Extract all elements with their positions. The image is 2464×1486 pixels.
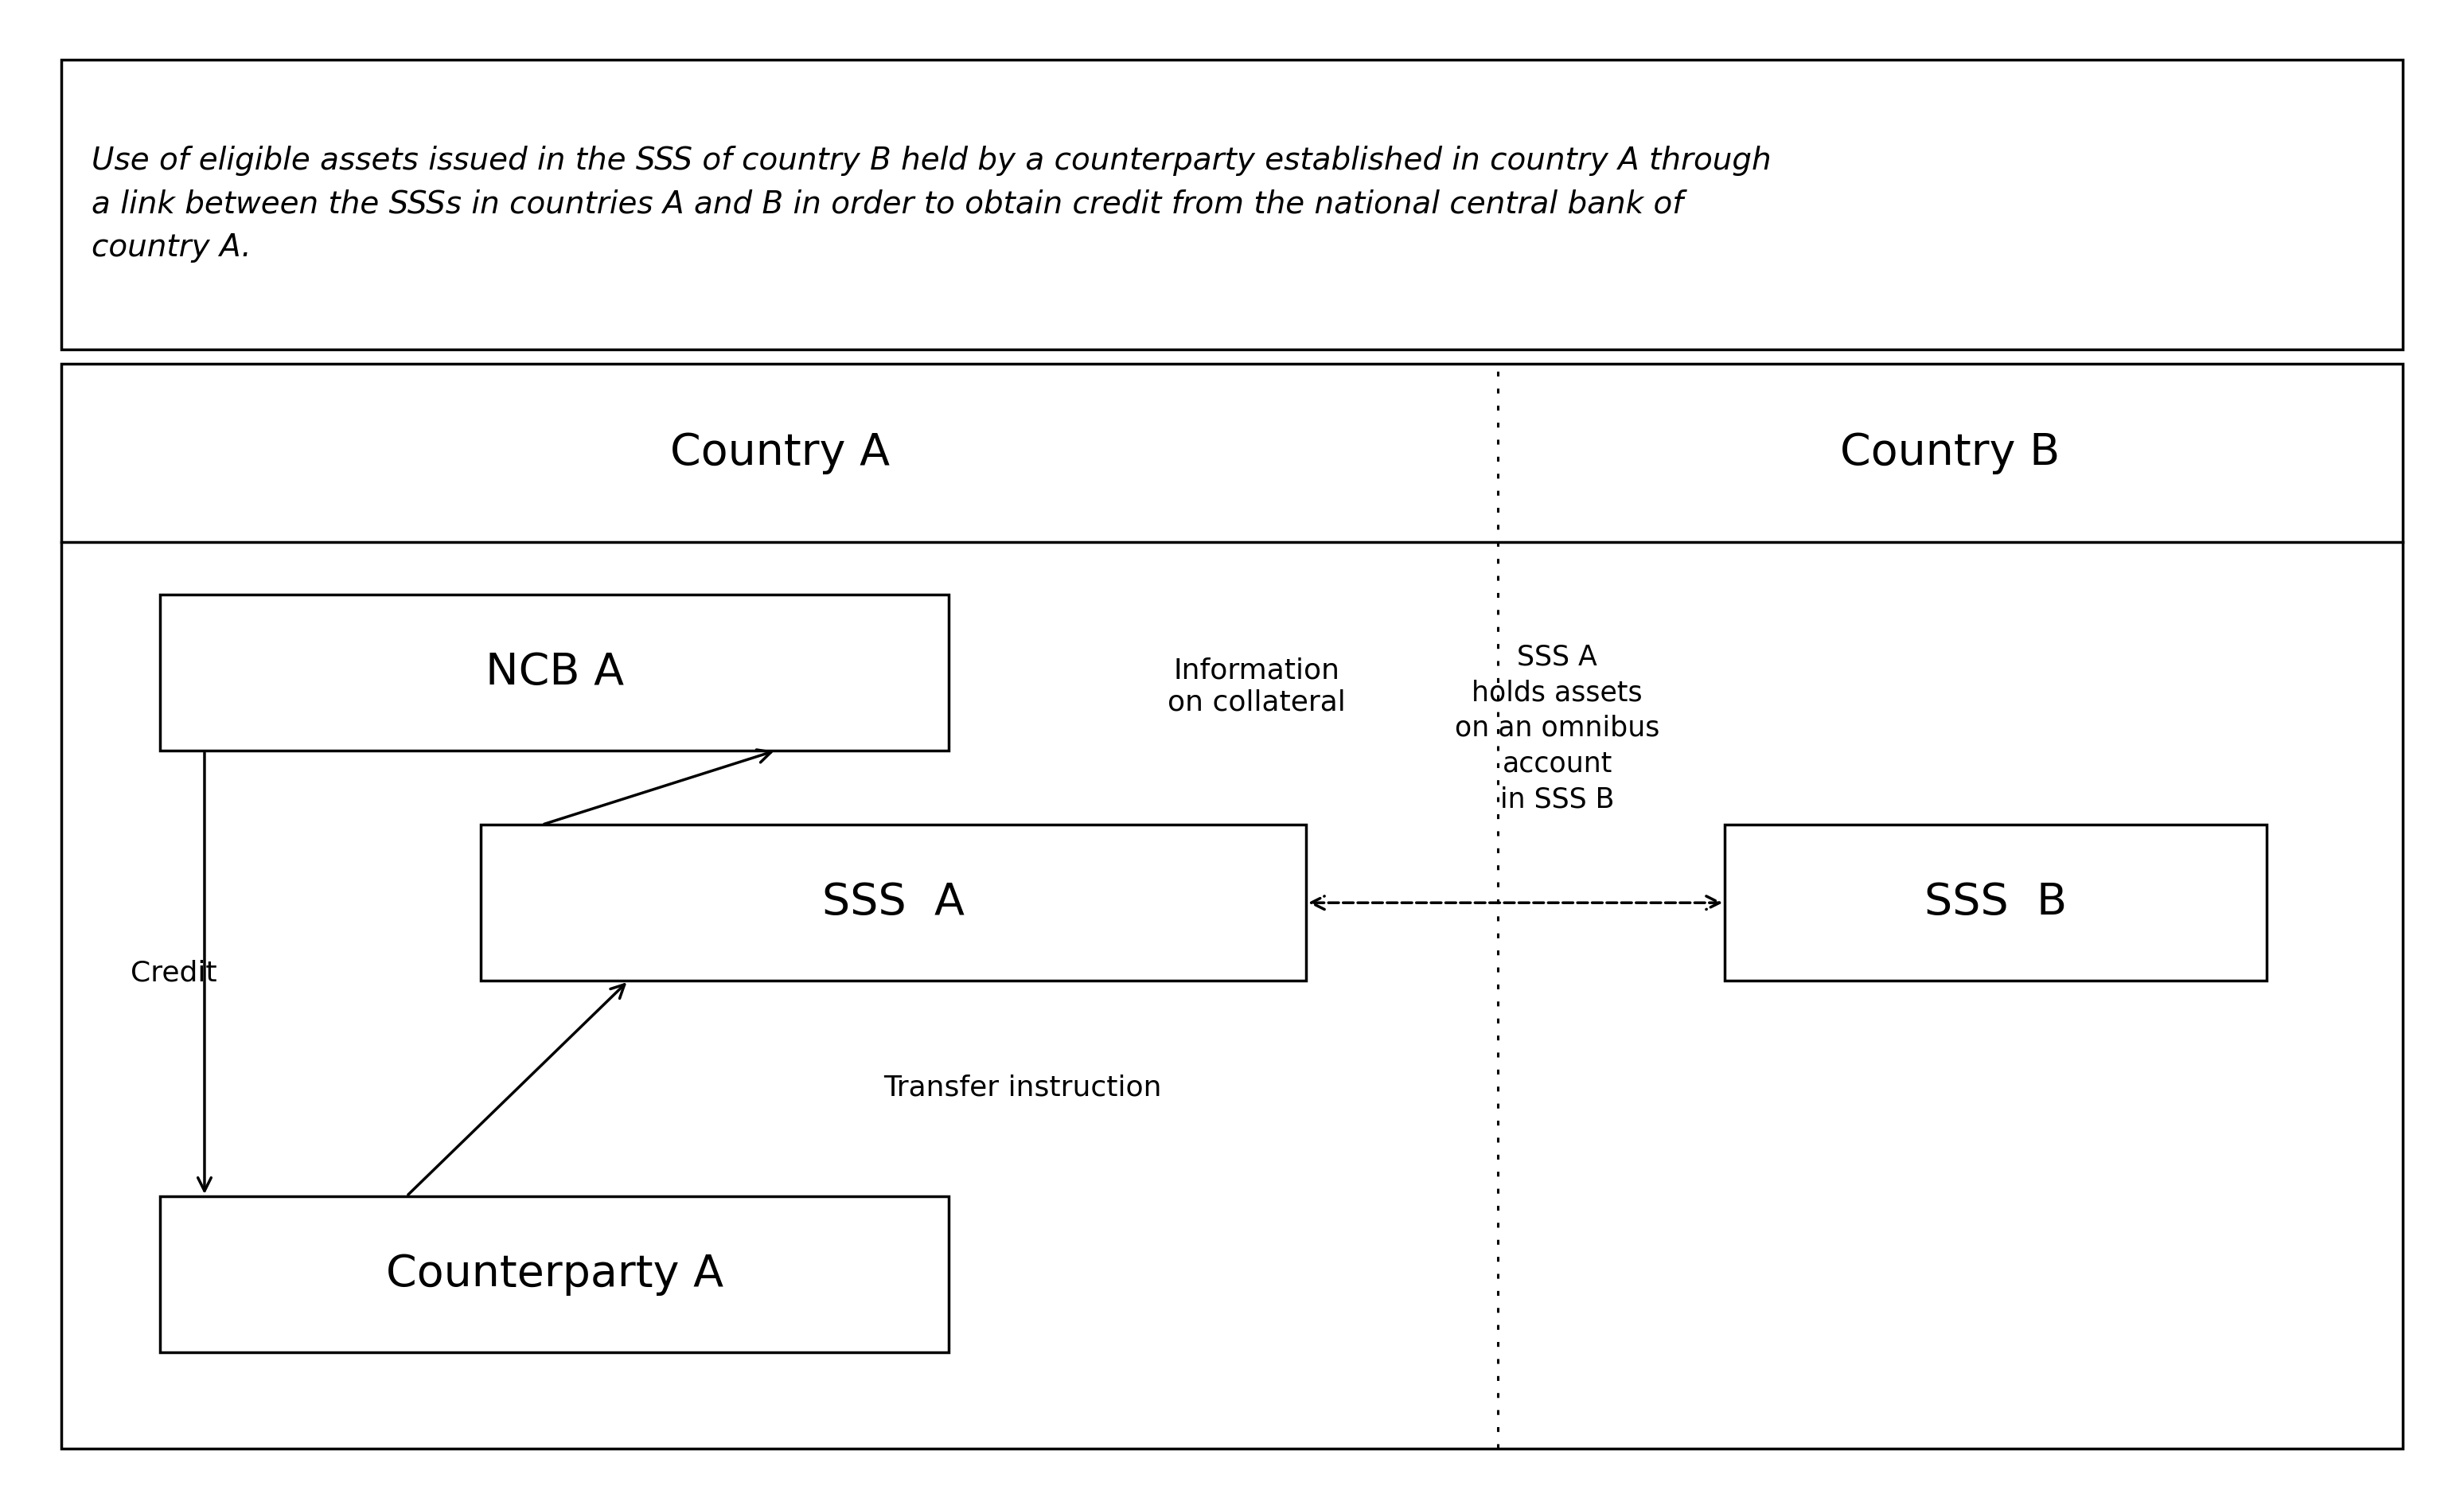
Bar	[160, 1196, 949, 1352]
Text: SSS  A: SSS A	[823, 881, 963, 924]
Text: Credit: Credit	[131, 960, 217, 987]
Bar	[480, 825, 1306, 981]
Text: Country B: Country B	[1841, 432, 2060, 474]
Text: SSS  B: SSS B	[1924, 881, 2067, 924]
Text: SSS A
holds assets
on an omnibus
account
in SSS B: SSS A holds assets on an omnibus account…	[1454, 643, 1661, 813]
Text: Country A: Country A	[670, 432, 890, 474]
Bar	[62, 59, 2402, 349]
Text: Transfer instruction: Transfer instruction	[885, 1074, 1161, 1101]
Bar	[1725, 825, 2267, 981]
Text: Counterparty A: Counterparty A	[387, 1253, 722, 1296]
Text: Use of eligible assets issued in the SSS of country B held by a counterparty est: Use of eligible assets issued in the SSS…	[91, 146, 1772, 263]
Bar	[62, 364, 2402, 1449]
Text: NCB A: NCB A	[485, 651, 623, 694]
Text: Information
on collateral: Information on collateral	[1168, 657, 1345, 716]
Bar	[160, 594, 949, 750]
